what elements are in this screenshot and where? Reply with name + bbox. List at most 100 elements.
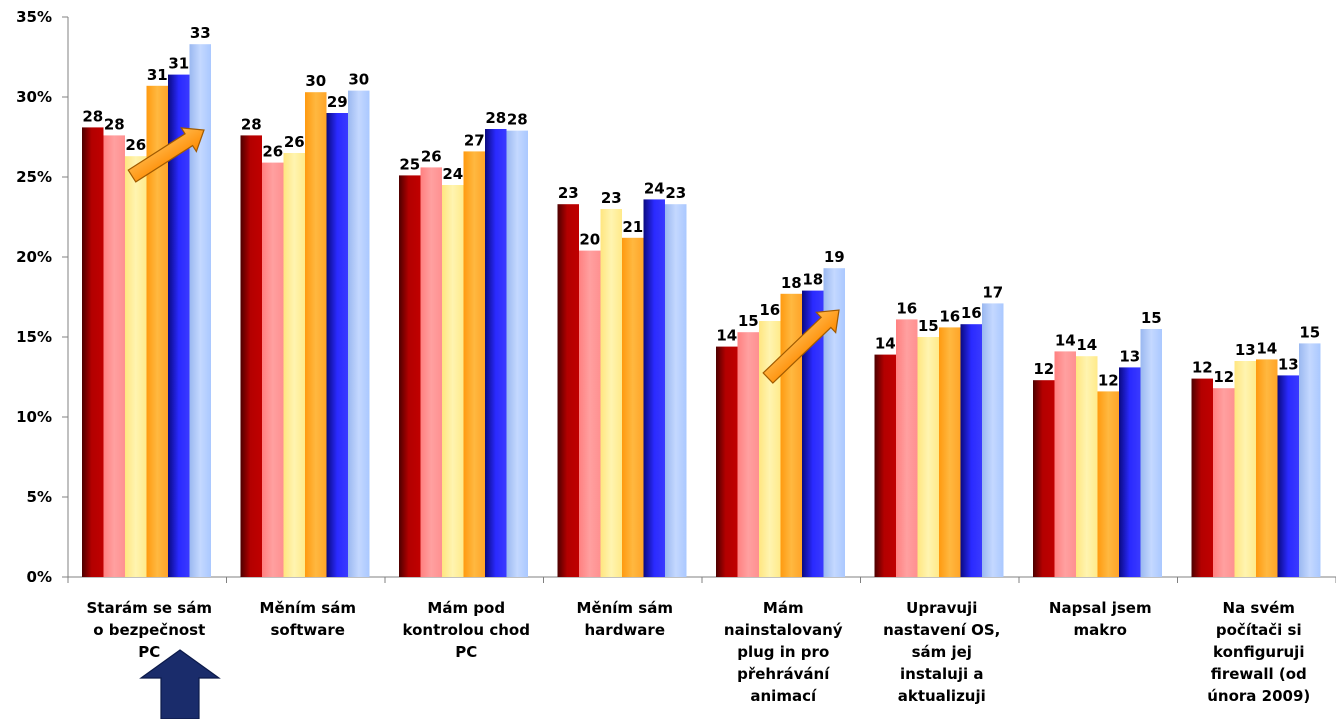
data-label: 33 — [190, 24, 211, 42]
data-label: 14 — [1076, 336, 1097, 354]
data-label: 28 — [241, 115, 262, 133]
data-label: 23 — [558, 184, 579, 202]
data-label: 14 — [1256, 339, 1277, 357]
category-label: nastavení OS, — [883, 621, 1000, 639]
y-tick-label: 20% — [16, 248, 52, 266]
data-label: 30 — [348, 71, 369, 89]
arrow-up-right-icon — [762, 309, 840, 384]
data-label: 23 — [601, 189, 622, 207]
y-tick-label: 0% — [27, 568, 52, 586]
bar — [420, 167, 442, 577]
bar — [557, 204, 579, 577]
data-label: 19 — [824, 248, 845, 266]
data-label: 13 — [1278, 355, 1299, 373]
bars — [82, 44, 1321, 578]
category-label: Měním sám — [577, 599, 673, 617]
category-label: instaluji a — [900, 665, 984, 683]
y-tick-label: 25% — [16, 168, 52, 186]
data-label: 28 — [82, 107, 103, 125]
y-tick-label: 15% — [16, 328, 52, 346]
bar — [665, 204, 687, 577]
data-label: 18 — [802, 271, 823, 289]
data-label: 16 — [939, 307, 960, 325]
category-label: Měním sám — [260, 599, 356, 617]
category-labels: Starám se sám o bezpečnost PC Měním sám soft… — [87, 599, 1311, 705]
arrow-up-right-icon — [127, 127, 205, 183]
bar — [716, 346, 738, 577]
data-label: 15 — [1141, 309, 1162, 327]
bar — [939, 327, 961, 577]
bar — [463, 151, 485, 577]
data-label: 12 — [1098, 371, 1119, 389]
data-label: 26 — [421, 147, 442, 165]
data-label: 28 — [485, 109, 506, 127]
bar — [1119, 367, 1141, 577]
category-label: Mám pod — [427, 599, 505, 617]
data-label: 24 — [644, 179, 665, 197]
category-label: Starám se sám — [87, 599, 212, 617]
bar — [823, 268, 845, 577]
y-tick-label: 5% — [27, 488, 52, 506]
bar — [348, 90, 370, 577]
data-label: 20 — [579, 231, 600, 249]
bar — [506, 130, 528, 577]
bar — [103, 135, 125, 577]
bar — [802, 290, 824, 577]
bar — [146, 85, 168, 578]
bar — [1097, 391, 1119, 577]
data-label: 15 — [738, 312, 759, 330]
bar — [643, 199, 665, 577]
data-label: 13 — [1235, 341, 1256, 359]
bar — [168, 74, 190, 577]
category-label: Mám — [763, 599, 804, 617]
category-label: sám jej — [912, 643, 972, 661]
data-label: 23 — [665, 184, 686, 202]
bar — [189, 44, 211, 577]
data-label: 12 — [1192, 359, 1213, 377]
category-label: konfiguruji — [1213, 643, 1304, 661]
category-label: plug in pro — [737, 643, 829, 661]
category-label: PC — [138, 643, 160, 661]
data-label: 15 — [1299, 323, 1320, 341]
data-label: 27 — [464, 131, 485, 149]
y-tick-label: 30% — [16, 88, 52, 106]
bar — [600, 209, 622, 577]
data-label: 28 — [104, 115, 125, 133]
bar — [780, 293, 802, 577]
y-tick-label: 35% — [16, 8, 52, 26]
bar — [917, 337, 939, 577]
data-label: 15 — [918, 317, 939, 335]
data-label: 31 — [147, 66, 168, 84]
bar — [1191, 378, 1213, 577]
data-label: 25 — [399, 155, 420, 173]
bar — [1234, 361, 1256, 577]
bar — [399, 175, 421, 577]
category-label: makro — [1074, 621, 1127, 639]
category-label: přehrávání — [737, 665, 830, 683]
y-axis: 0% 5% 10% 15% 20% 25% 30% 35% — [16, 8, 69, 586]
bar — [579, 250, 601, 577]
bar — [1213, 388, 1235, 577]
category-label: Na svém — [1223, 599, 1295, 617]
annotation-arrows — [127, 127, 840, 719]
data-label: 14 — [716, 327, 737, 345]
category-label: Napsal jsem — [1049, 599, 1152, 617]
bar — [1033, 380, 1055, 577]
y-tick-label: 10% — [16, 408, 52, 426]
bar — [82, 127, 104, 578]
category-label: o bezpečnost — [93, 621, 205, 639]
data-label: 26 — [125, 136, 146, 154]
bar — [982, 303, 1004, 577]
data-label: 24 — [442, 165, 463, 183]
bar — [874, 354, 896, 577]
bar — [125, 156, 147, 577]
bar — [485, 129, 507, 577]
data-label: 21 — [622, 218, 643, 236]
data-label: 26 — [262, 143, 283, 161]
data-label: 12 — [1033, 360, 1054, 378]
data-label: 29 — [327, 93, 348, 111]
bar — [622, 237, 644, 578]
bar — [1076, 356, 1098, 577]
bar — [896, 319, 918, 577]
